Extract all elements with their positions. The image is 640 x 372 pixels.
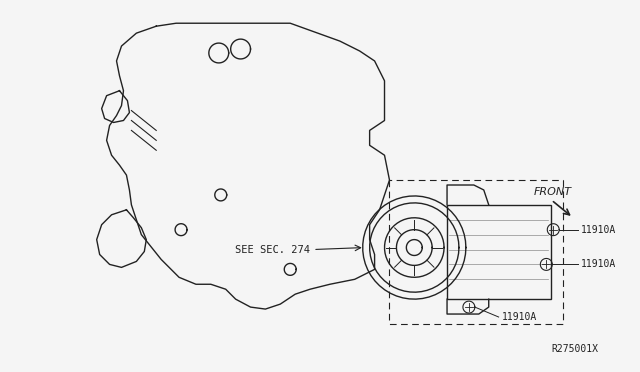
Text: R275001X: R275001X	[551, 344, 598, 354]
Text: 11910A: 11910A	[581, 225, 616, 235]
Text: 11910A: 11910A	[502, 312, 537, 322]
Text: 11910A: 11910A	[581, 259, 616, 269]
Text: FRONT: FRONT	[533, 187, 572, 197]
Text: SEE SEC. 274: SEE SEC. 274	[235, 244, 310, 254]
